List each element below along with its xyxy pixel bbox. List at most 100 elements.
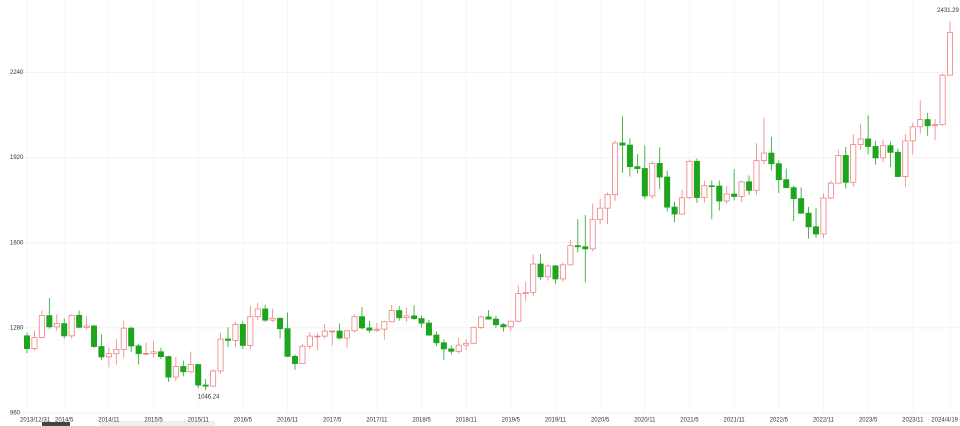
candle-body	[165, 356, 172, 378]
candle-body	[247, 316, 254, 346]
candle-body	[492, 318, 499, 326]
x-tick-label: 2021/11	[724, 418, 746, 424]
candle-body	[946, 31, 954, 76]
candle-body	[388, 310, 395, 323]
scroll-track	[100, 421, 215, 426]
candle-body	[478, 316, 485, 328]
candle-body	[358, 316, 365, 329]
candle-body	[98, 346, 105, 358]
x-tick-label: 2022/11	[813, 418, 835, 424]
candle-body	[128, 327, 135, 347]
candle-body	[31, 337, 38, 350]
x-tick-label: 2018/5	[412, 418, 431, 424]
candle-body	[738, 181, 745, 197]
candle-body	[701, 185, 708, 198]
candle-body	[485, 316, 492, 320]
candle-body	[597, 207, 604, 220]
x-tick-label: 2020/5	[591, 418, 610, 424]
candle-body	[113, 349, 120, 355]
candle-body	[500, 324, 507, 328]
candle-body	[314, 335, 321, 338]
candle-body	[83, 325, 90, 328]
candle-body	[403, 315, 410, 319]
candle-body	[61, 323, 68, 337]
x-tick-label: 2017/11	[366, 418, 388, 424]
candle-body	[239, 324, 246, 346]
x-tick-label: 2022/5	[770, 418, 789, 424]
candle-body	[604, 194, 611, 209]
candle-body	[619, 142, 626, 146]
candle-body	[180, 366, 187, 373]
y-tick-label: 1920	[10, 155, 24, 161]
x-tick-label: 2024/4/19	[931, 418, 958, 424]
candle-body	[753, 160, 760, 191]
candle-body	[448, 348, 455, 352]
min-annotation: 1046.24	[198, 395, 220, 401]
candle-body	[135, 345, 142, 355]
candle-body	[798, 198, 805, 214]
candle-body	[157, 351, 164, 358]
candle-body	[894, 151, 901, 177]
candle-body	[172, 366, 179, 378]
candle-body	[790, 187, 797, 199]
candle-body	[269, 317, 276, 321]
candle-body	[656, 163, 663, 178]
candle-body	[634, 166, 641, 169]
candle-body	[850, 144, 857, 183]
candle-body	[418, 318, 425, 324]
candle-body	[366, 327, 373, 331]
x-tick-label: 2013/12/31	[20, 418, 51, 424]
candle-body	[760, 152, 767, 161]
candle-body	[693, 160, 700, 198]
candle-body	[686, 160, 693, 199]
candle-body	[902, 140, 909, 177]
candle-body	[612, 142, 619, 195]
candle-body	[150, 351, 157, 354]
candle-body	[336, 330, 343, 339]
x-tick-label: 2020/11	[634, 418, 656, 424]
candle-body	[515, 293, 522, 322]
x-tick-label: 2015/11	[188, 418, 210, 424]
candle-body	[827, 182, 834, 199]
candle-body	[909, 126, 916, 142]
candle-body	[775, 163, 782, 181]
candle-body	[425, 322, 432, 336]
candle-body	[120, 327, 127, 350]
candle-body	[224, 338, 231, 341]
candle-body	[53, 323, 60, 328]
candle-body	[38, 315, 45, 338]
candle-body	[68, 314, 75, 337]
candle-body	[396, 310, 403, 319]
candle-body	[924, 119, 931, 127]
candle-body	[664, 176, 671, 208]
candle-body	[559, 264, 566, 280]
candle-body	[731, 193, 738, 197]
x-tick-label: 2023/11	[902, 418, 924, 424]
candle-body	[880, 145, 887, 159]
candle-body	[641, 168, 648, 197]
candle-body	[820, 197, 827, 235]
scroll-thumb[interactable]	[42, 422, 70, 426]
candle-body	[373, 328, 380, 331]
candle-body	[865, 138, 872, 147]
candle-body	[470, 326, 477, 344]
candle-body	[679, 197, 686, 215]
candle-body	[552, 265, 559, 280]
candle-body	[716, 185, 723, 202]
candle-body	[626, 144, 633, 168]
candle-body	[329, 330, 336, 333]
x-tick-label: 2021/5	[680, 418, 699, 424]
candle-body	[545, 265, 552, 278]
candle-body	[232, 324, 239, 341]
candle-body	[917, 119, 924, 128]
candle-body	[262, 308, 269, 321]
candle-body	[708, 185, 715, 188]
candle-body	[411, 315, 418, 319]
candle-body	[507, 320, 514, 328]
candle-body	[842, 155, 849, 183]
candle-body	[187, 364, 194, 373]
candle-body	[254, 308, 261, 318]
candle-body	[872, 146, 879, 159]
